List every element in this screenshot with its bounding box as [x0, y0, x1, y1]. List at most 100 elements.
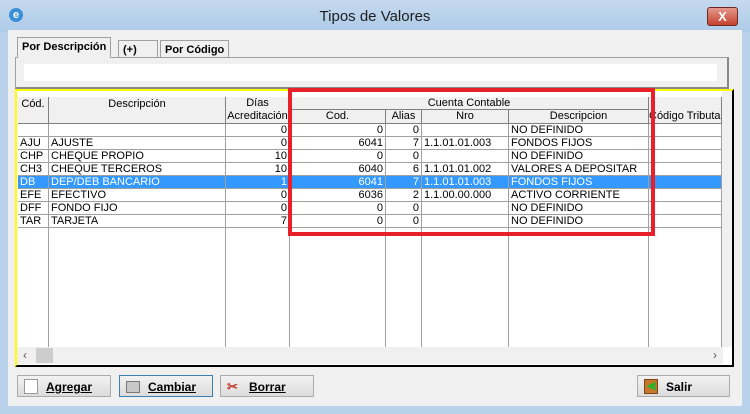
cell-dias[interactable]: 10 — [226, 150, 290, 163]
header-cc-descripcion[interactable]: Descripcion — [509, 110, 649, 124]
cell-descripcion[interactable]: TARJETA — [49, 215, 226, 228]
header-dias[interactable]: Días — [226, 97, 290, 110]
scroll-thumb[interactable] — [36, 348, 53, 363]
search-input[interactable] — [24, 64, 717, 81]
cell-cod[interactable] — [18, 124, 49, 137]
cell-descripcion[interactable]: CHEQUE TERCEROS — [49, 163, 226, 176]
column-divider — [385, 228, 386, 347]
scroll-left-icon[interactable]: ‹ — [23, 348, 27, 362]
cell-cod[interactable]: AJU — [18, 137, 49, 150]
header-acreditacion[interactable]: Acreditación — [226, 110, 290, 124]
cell-nro[interactable]: 1.1.01.01.002 — [422, 163, 509, 176]
cell-alias[interactable]: 7 — [386, 176, 422, 189]
cambiar-button[interactable]: Cambiar — [119, 375, 213, 397]
cell-cc-descripcion[interactable]: NO DEFINIDO — [509, 124, 649, 137]
header-codigo-tributario[interactable]: Código Tributario — [649, 97, 722, 124]
cell-nro[interactable] — [422, 150, 509, 163]
cell-cc-descripcion[interactable]: FONDOS FIJOS — [509, 176, 649, 189]
cell-alias[interactable]: 0 — [386, 202, 422, 215]
cell-descripcion[interactable]: DEP/DEB BANCARIO — [49, 176, 226, 189]
cell-cod[interactable]: EFE — [18, 189, 49, 202]
header-nro[interactable]: Nro — [422, 110, 509, 124]
cell-cc-cod[interactable]: 0 — [290, 202, 386, 215]
vertical-scroll-gutter[interactable] — [722, 91, 732, 347]
cell-nro[interactable] — [422, 124, 509, 137]
cell-dias[interactable]: 0 — [226, 189, 290, 202]
cell-codigo-tributario[interactable] — [649, 124, 722, 137]
cell-codigo-tributario[interactable] — [649, 163, 722, 176]
close-button[interactable]: X — [707, 7, 738, 26]
cell-cc-cod[interactable]: 0 — [290, 150, 386, 163]
cell-cc-cod[interactable]: 0 — [290, 124, 386, 137]
cell-dias[interactable]: 0 — [226, 137, 290, 150]
cell-cc-descripcion[interactable]: VALORES A DEPOSITAR — [509, 163, 649, 176]
cell-cc-descripcion[interactable]: NO DEFINIDO — [509, 150, 649, 163]
cell-cc-descripcion[interactable]: NO DEFINIDO — [509, 202, 649, 215]
cell-nro[interactable]: 1.1.00.00.000 — [422, 189, 509, 202]
data-grid[interactable] — [15, 89, 734, 367]
tab-por-codigo[interactable]: Por Código — [160, 40, 230, 60]
cell-cc-cod[interactable]: 6040 — [290, 163, 386, 176]
column-divider — [648, 228, 649, 347]
header-cuenta-contable: Cuenta Contable — [290, 97, 649, 110]
column-divider — [289, 228, 290, 347]
cell-alias[interactable]: 7 — [386, 137, 422, 150]
cell-cc-descripcion[interactable]: ACTIVO CORRIENTE — [509, 189, 649, 202]
scroll-right-icon[interactable]: › — [713, 348, 717, 362]
tab-plus[interactable]: (+) — [118, 40, 158, 60]
cell-nro[interactable]: 1.1.01.01.003 — [422, 137, 509, 150]
cell-cc-descripcion[interactable]: NO DEFINIDO — [509, 215, 649, 228]
horizontal-scrollbar[interactable]: ‹ › — [17, 347, 723, 364]
cell-descripcion[interactable]: FONDO FIJO — [49, 202, 226, 215]
cell-descripcion[interactable]: AJUSTE — [49, 137, 226, 150]
cell-cc-cod[interactable]: 6041 — [290, 137, 386, 150]
header-cod[interactable]: Cód. — [18, 97, 49, 124]
borrar-button[interactable]: ✂ Borrar — [220, 375, 314, 397]
cell-alias[interactable]: 0 — [386, 124, 422, 137]
cell-codigo-tributario[interactable] — [649, 215, 722, 228]
exit-door-icon: ◀ — [644, 379, 658, 394]
cell-codigo-tributario[interactable] — [649, 202, 722, 215]
cell-cc-cod[interactable]: 0 — [290, 215, 386, 228]
cell-dias[interactable]: 10 — [226, 163, 290, 176]
cell-alias[interactable]: 2 — [386, 189, 422, 202]
cell-dias[interactable]: 0 — [226, 202, 290, 215]
folder-icon — [126, 381, 140, 393]
cell-alias[interactable]: 0 — [386, 215, 422, 228]
column-divider — [225, 228, 226, 347]
cell-descripcion[interactable]: EFECTIVO — [49, 189, 226, 202]
cell-cod[interactable]: CH3 — [18, 163, 49, 176]
cell-codigo-tributario[interactable] — [649, 137, 722, 150]
cell-nro[interactable]: 1.1.01.01.003 — [422, 176, 509, 189]
cell-codigo-tributario[interactable] — [649, 189, 722, 202]
cell-cod[interactable]: CHP — [18, 150, 49, 163]
cell-codigo-tributario[interactable] — [649, 176, 722, 189]
column-divider — [421, 228, 422, 347]
column-divider — [508, 228, 509, 347]
cell-descripcion[interactable] — [49, 124, 226, 137]
cell-cc-cod[interactable]: 6041 — [290, 176, 386, 189]
cell-alias[interactable]: 0 — [386, 150, 422, 163]
cell-cod[interactable]: TAR — [18, 215, 49, 228]
title-bar — [0, 0, 750, 32]
header-alias[interactable]: Alias — [386, 110, 422, 124]
new-document-icon — [24, 379, 38, 394]
cell-nro[interactable] — [422, 215, 509, 228]
cell-descripcion[interactable]: CHEQUE PROPIO — [49, 150, 226, 163]
header-descripcion[interactable]: Descripción — [49, 97, 226, 124]
cell-cc-cod[interactable]: 6036 — [290, 189, 386, 202]
header-cc-cod[interactable]: Cod. — [290, 110, 386, 124]
cell-alias[interactable]: 6 — [386, 163, 422, 176]
cell-cod[interactable]: DB — [18, 176, 49, 189]
cell-cod[interactable]: DFF — [18, 202, 49, 215]
tab-por-descripcion[interactable]: Por Descripción — [17, 37, 112, 58]
highlight-box — [288, 88, 655, 236]
cell-cc-descripcion[interactable]: FONDOS FIJOS — [509, 137, 649, 150]
cell-codigo-tributario[interactable] — [649, 150, 722, 163]
cell-dias[interactable]: 7 — [226, 215, 290, 228]
salir-button[interactable]: ◀ Salir — [637, 375, 730, 397]
cell-nro[interactable] — [422, 202, 509, 215]
cell-dias[interactable]: 1 — [226, 176, 290, 189]
cell-dias[interactable]: 0 — [226, 124, 290, 137]
agregar-button[interactable]: Agregar — [17, 375, 111, 397]
